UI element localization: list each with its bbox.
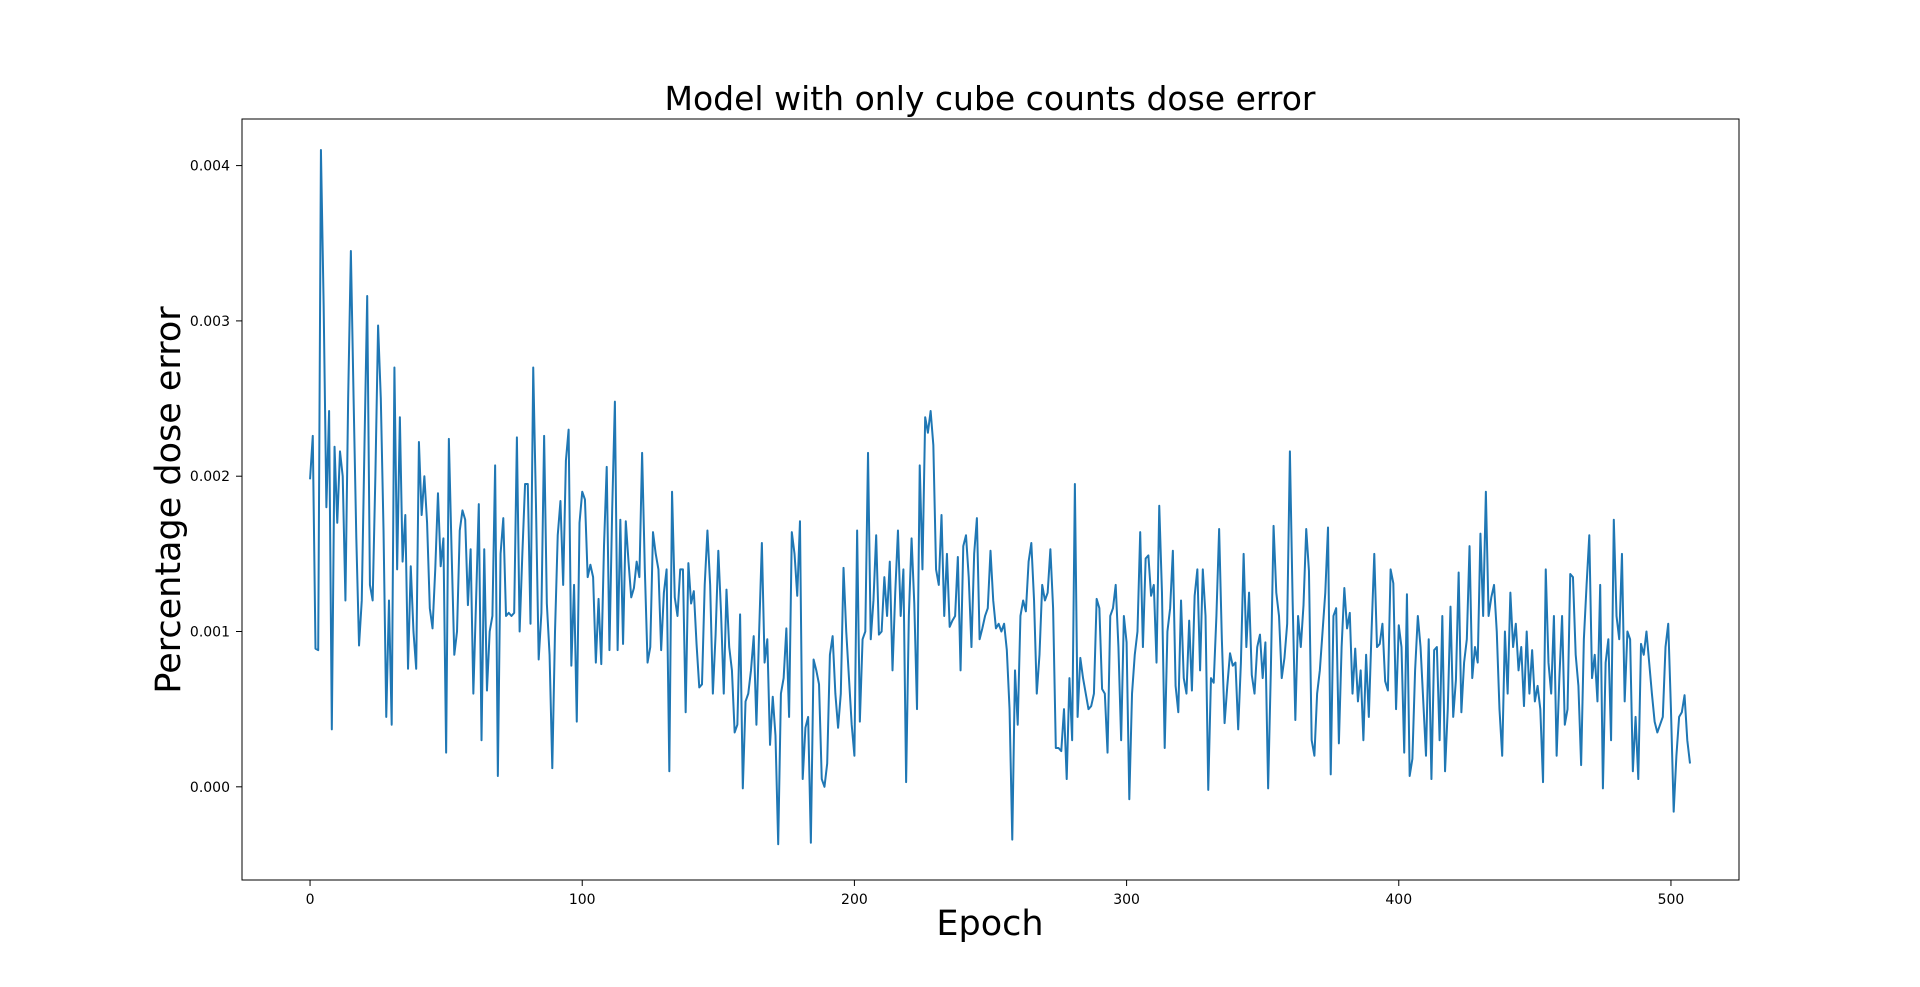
chart-title: Model with only cube counts dose error bbox=[665, 79, 1316, 118]
x-tick-label: 500 bbox=[1658, 892, 1685, 908]
y-tick-label: 0.002 bbox=[190, 469, 230, 485]
y-tick-label: 0.000 bbox=[190, 780, 230, 796]
y-tick-label: 0.004 bbox=[190, 159, 230, 175]
x-tick-label: 200 bbox=[841, 892, 868, 908]
y-axis: 0.000 0.001 0.002 0.003 0.004 bbox=[190, 159, 242, 796]
x-tick-label: 400 bbox=[1385, 892, 1412, 908]
series-line-1 bbox=[309, 149, 1692, 846]
x-tick-label: 100 bbox=[569, 892, 596, 908]
x-axis-label: Epoch bbox=[936, 904, 1043, 944]
x-tick-label: 0 bbox=[306, 892, 315, 908]
plot-area-frame bbox=[241, 118, 1740, 881]
x-axis: 0 100 200 300 400 500 bbox=[306, 880, 1685, 908]
x-tick-label: 300 bbox=[1113, 892, 1140, 908]
y-tick-label: 0.003 bbox=[190, 314, 230, 330]
y-axis-label: Percentage dose error bbox=[149, 306, 189, 694]
y-tick-label: 0.001 bbox=[190, 625, 230, 641]
chart-marks bbox=[309, 149, 1692, 846]
